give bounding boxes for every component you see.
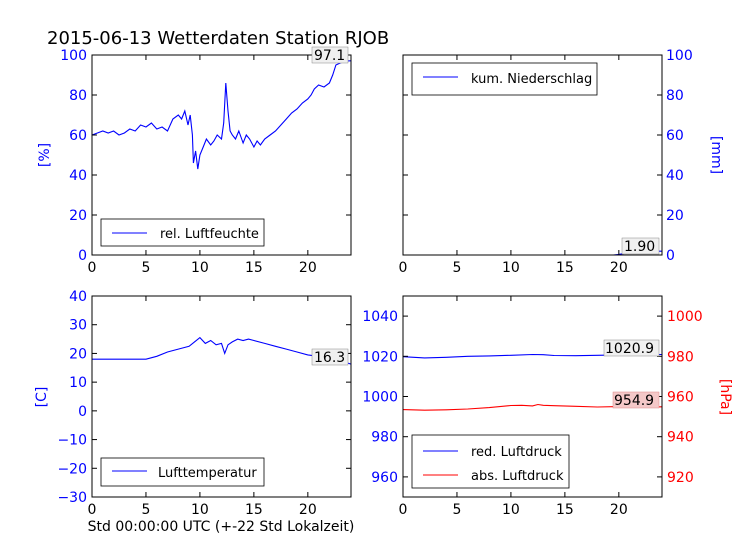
pressure-annotation-absolute: 954.9: [612, 391, 660, 409]
temperature-xtick-label: 20: [299, 502, 317, 518]
pressure-ytick-label: 960: [371, 470, 398, 486]
pressure-legend-label-absolute: abs. Luftdruck: [471, 469, 564, 484]
precip-ytick-label: 40: [666, 168, 684, 184]
pressure-xtick-label: 10: [502, 502, 520, 518]
humidity-xtick-label: 15: [245, 260, 263, 276]
precip-legend-label: kum. Niederschlag: [471, 72, 592, 87]
humidity-chart: [%] 0 5 10 15 20 0 20 40 60 80 100 rel. Luftfeucht…: [37, 46, 352, 276]
humidity-ytick-label: 40: [69, 168, 87, 184]
precip-last-value: 1.90: [624, 239, 655, 255]
temperature-annotation: 16.3: [311, 348, 349, 366]
temperature-legend-label: Lufttemperatur: [158, 466, 257, 481]
temperature-ytick-label: 0: [78, 404, 87, 420]
temperature-ytick-label: 20: [69, 346, 87, 362]
pressure-absolute-last-value: 954.9: [614, 393, 654, 409]
pressure-y2tick-label: 920: [667, 470, 694, 486]
pressure-y2tick-label: 940: [667, 430, 694, 446]
temperature-xtick-label: 5: [141, 502, 150, 518]
pressure-axes-frame: [402, 295, 663, 498]
precip-xtick-label: 5: [452, 260, 461, 276]
x-axis-label: Std 00:00:00 UTC (+-22 Std Lokalzeit): [88, 519, 355, 535]
pressure-ytick-label: 980: [371, 430, 398, 446]
pressure-legend: red. Luftdruck abs. Luftdruck: [411, 434, 570, 489]
humidity-xtick-label: 20: [299, 260, 317, 276]
temperature-ytick-label: 40: [69, 289, 87, 305]
humidity-y-label: [%]: [37, 143, 53, 167]
temperature-legend: Lufttemperatur: [100, 457, 265, 487]
humidity-legend: rel. Luftfeuchte: [100, 218, 265, 247]
pressure-y2-label: [hPa]: [717, 379, 733, 415]
humidity-annotation: 97.1: [311, 46, 349, 64]
precip-ytick-label: 60: [666, 128, 684, 144]
temperature-ytick-label: −30: [57, 490, 87, 506]
pressure-series-line-1: [402, 403, 663, 411]
pressure-ytick-label: 1020: [362, 349, 398, 365]
humidity-xtick-label: 10: [191, 260, 209, 276]
temperature-y-label: [C]: [34, 387, 50, 408]
pressure-xtick-label: 5: [452, 502, 461, 518]
figure-title: 2015-06-13 Wetterdaten Station RJOB: [47, 28, 389, 49]
pressure-annotation-reduced: 1020.9: [603, 339, 660, 357]
temperature-xtick-label: 10: [191, 502, 209, 518]
precipitation-chart: [mm] 0 5 10 15 20 0 20 40 60 80 100 kum. Niedersch…: [399, 48, 724, 276]
pressure-xtick-label: 20: [610, 502, 628, 518]
temperature-ytick-label: 30: [69, 318, 87, 334]
pressure-chart: [hPa] 0 5 10 15 20 960 980 1000 1020 1040 920 940 96…: [362, 295, 733, 518]
precip-ytick-label: 80: [666, 88, 684, 104]
temperature-ytick-label: −10: [57, 433, 87, 449]
pressure-ytick-label: 1000: [362, 390, 398, 406]
precip-annotation: 1.90: [621, 237, 660, 255]
pressure-reduced-last-value: 1020.9: [605, 341, 654, 357]
precip-legend: kum. Niederschlag: [411, 62, 598, 96]
humidity-last-value: 97.1: [314, 48, 345, 64]
pressure-xtick-label: 15: [556, 502, 574, 518]
humidity-legend-label: rel. Luftfeuchte: [160, 227, 259, 242]
humidity-ytick-label: 100: [60, 48, 87, 64]
temperature-ytick-label: 10: [69, 375, 87, 391]
precip-xtick-label: 15: [556, 260, 574, 276]
pressure-y2tick-label: 980: [667, 349, 694, 365]
pressure-ytick-label: 1040: [362, 309, 398, 325]
temperature-series-line-0: [92, 336, 352, 365]
temperature-axes-frame: [91, 295, 352, 498]
pressure-y2tick-label: 1000: [667, 309, 703, 325]
pressure-y2tick-label: 960: [667, 390, 694, 406]
temperature-last-value: 16.3: [314, 350, 345, 366]
precip-ytick-label: 20: [666, 208, 684, 224]
pressure-legend-label-reduced: red. Luftdruck: [471, 445, 562, 460]
precip-xtick-label: 0: [399, 260, 408, 276]
temperature-ytick-label: −20: [57, 461, 87, 477]
temperature-xtick-label: 0: [88, 502, 97, 518]
precip-xtick-label: 20: [610, 260, 628, 276]
humidity-axes-frame: [91, 54, 352, 256]
precip-y-label: [mm]: [708, 136, 724, 174]
humidity-ytick-label: 20: [69, 208, 87, 224]
humidity-series-line-0: [91, 60, 352, 170]
humidity-ytick-label: 80: [69, 88, 87, 104]
precip-axes-frame: [402, 54, 663, 256]
precip-xtick-label: 10: [502, 260, 520, 276]
humidity-xtick-label: 0: [88, 260, 97, 276]
precip-ytick-label: 100: [666, 48, 693, 64]
temperature-chart: [C] 0 5 10 15 20 −30 −20 −10 0 10 20 30 40 Lufttempe…: [34, 289, 352, 518]
humidity-ytick-label: 0: [78, 248, 87, 264]
humidity-ytick-label: 60: [69, 128, 87, 144]
pressure-xtick-label: 0: [399, 502, 408, 518]
temperature-xtick-label: 15: [245, 502, 263, 518]
precip-ytick-label: 0: [666, 248, 675, 264]
humidity-xtick-label: 5: [141, 260, 150, 276]
